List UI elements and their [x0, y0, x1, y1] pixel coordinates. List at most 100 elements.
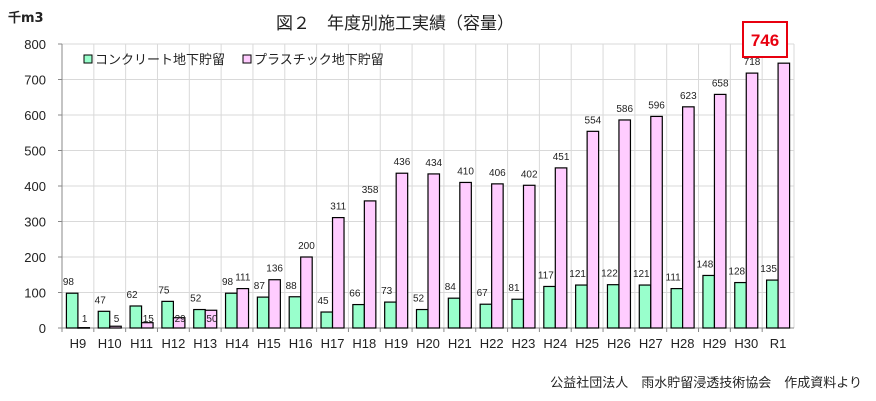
x-tick-label: H30 [734, 336, 758, 351]
bar-concrete [288, 296, 302, 329]
data-label-plastic: 358 [362, 185, 379, 196]
bar-plastic [554, 167, 568, 329]
x-tick-label: H10 [98, 336, 122, 351]
x-tick-label: H24 [543, 336, 567, 351]
x-tick-label: H23 [512, 336, 536, 351]
bar-plastic [713, 93, 727, 329]
x-tick-label: H20 [416, 336, 440, 351]
data-label-concrete: 98 [63, 277, 75, 288]
legend-label-plastic: プラスチック地下貯留 [254, 53, 384, 68]
bar-plastic [140, 322, 154, 329]
x-tick-label: H26 [607, 336, 631, 351]
bar-plastic [586, 130, 600, 329]
y-tick-label: 800 [24, 37, 46, 52]
y-tick-label: 500 [24, 144, 46, 159]
x-tick-label: H12 [161, 336, 185, 351]
y-tick-label: 600 [24, 108, 46, 123]
bar-concrete [65, 292, 79, 329]
x-tick-label: H18 [352, 336, 376, 351]
x-tick-label: R1 [770, 336, 787, 351]
data-label-plastic: 406 [489, 168, 506, 179]
x-tick-label: H28 [671, 336, 695, 351]
bar-concrete [320, 311, 334, 329]
data-label-plastic: 434 [425, 158, 442, 169]
data-label-plastic: 436 [394, 157, 411, 168]
chart-title: 図２ 年度別施工実績（容量） [276, 14, 514, 34]
x-tick-label: H29 [703, 336, 727, 351]
bar-concrete [352, 303, 365, 329]
legend-swatch-concrete [83, 54, 93, 64]
bar-plastic [363, 200, 377, 329]
data-label-concrete: 148 [697, 259, 714, 270]
bar-concrete [606, 284, 620, 329]
bar-plastic [745, 72, 759, 329]
data-label-plastic: 311 [330, 202, 346, 213]
bar-concrete [670, 287, 684, 329]
data-label-concrete: 66 [349, 289, 361, 300]
bar-plastic [777, 62, 791, 329]
highlight-value: 746 [751, 31, 779, 50]
bar-plastic [618, 119, 632, 329]
data-label-plastic: 451 [553, 152, 570, 163]
bar-plastic [427, 173, 441, 329]
bar-plastic [204, 309, 218, 329]
data-label-concrete: 121 [569, 269, 586, 280]
bar-plastic [77, 327, 91, 329]
data-label-concrete: 122 [601, 269, 618, 280]
legend-label-concrete: コンクリート地下貯留 [95, 53, 225, 68]
data-label-plastic: 5 [114, 314, 120, 325]
highlight-callout: 746 [742, 21, 788, 58]
legend: コンクリート地下貯留 プラスチック地下貯留 [83, 53, 384, 68]
bar-concrete [575, 284, 588, 329]
data-label-concrete: 52 [413, 294, 425, 305]
y-axis-unit-label: 千m3 [8, 10, 44, 26]
bars [65, 62, 791, 329]
data-label-plastic: 29 [175, 314, 187, 325]
data-label-plastic: 136 [266, 264, 283, 275]
bar-plastic [300, 256, 313, 329]
gridlines [61, 43, 795, 328]
data-label-plastic: 410 [457, 166, 474, 177]
data-label-concrete: 67 [477, 288, 489, 299]
y-tick-label: 100 [24, 286, 46, 301]
x-tick-label: H25 [575, 336, 599, 351]
bar-plastic [459, 181, 472, 329]
data-label-concrete: 98 [222, 277, 234, 288]
bar-plastic [172, 317, 186, 329]
x-tick-label: H21 [448, 336, 472, 351]
data-label-plastic: 586 [616, 104, 633, 115]
bar-concrete [224, 292, 238, 329]
data-label-concrete: 128 [728, 267, 745, 278]
data-label-plastic: 1 [82, 314, 88, 325]
y-tick-label: 0 [39, 321, 46, 336]
bar-concrete [638, 284, 652, 329]
bar-plastic [109, 325, 122, 329]
bar-concrete [256, 296, 270, 329]
x-tick-label: H16 [289, 336, 313, 351]
data-label-plastic: 402 [521, 169, 538, 180]
x-tick-label: H17 [321, 336, 345, 351]
x-tick-label: H15 [257, 336, 281, 351]
data-label-plastic: 596 [648, 100, 665, 111]
data-label-concrete: 52 [190, 294, 202, 305]
bar-plastic [236, 287, 250, 329]
data-label-concrete: 81 [508, 283, 520, 294]
bar-concrete [479, 303, 493, 329]
legend-swatch-plastic [242, 54, 252, 64]
x-tick-label: H14 [225, 336, 249, 351]
bar-concrete [543, 285, 556, 329]
bar-concrete [447, 297, 461, 329]
bar-concrete [193, 308, 206, 329]
data-label-concrete: 111 [666, 273, 682, 284]
y-tick-label: 700 [24, 73, 46, 88]
bar-concrete [415, 308, 429, 329]
y-tick-label: 200 [24, 250, 46, 265]
bar-plastic [491, 183, 504, 329]
y-tick-label: 300 [24, 215, 46, 230]
bar-plastic [268, 279, 281, 329]
data-label-concrete: 87 [254, 281, 266, 292]
bar-plastic [522, 184, 536, 329]
y-tick-label: 400 [24, 179, 46, 194]
